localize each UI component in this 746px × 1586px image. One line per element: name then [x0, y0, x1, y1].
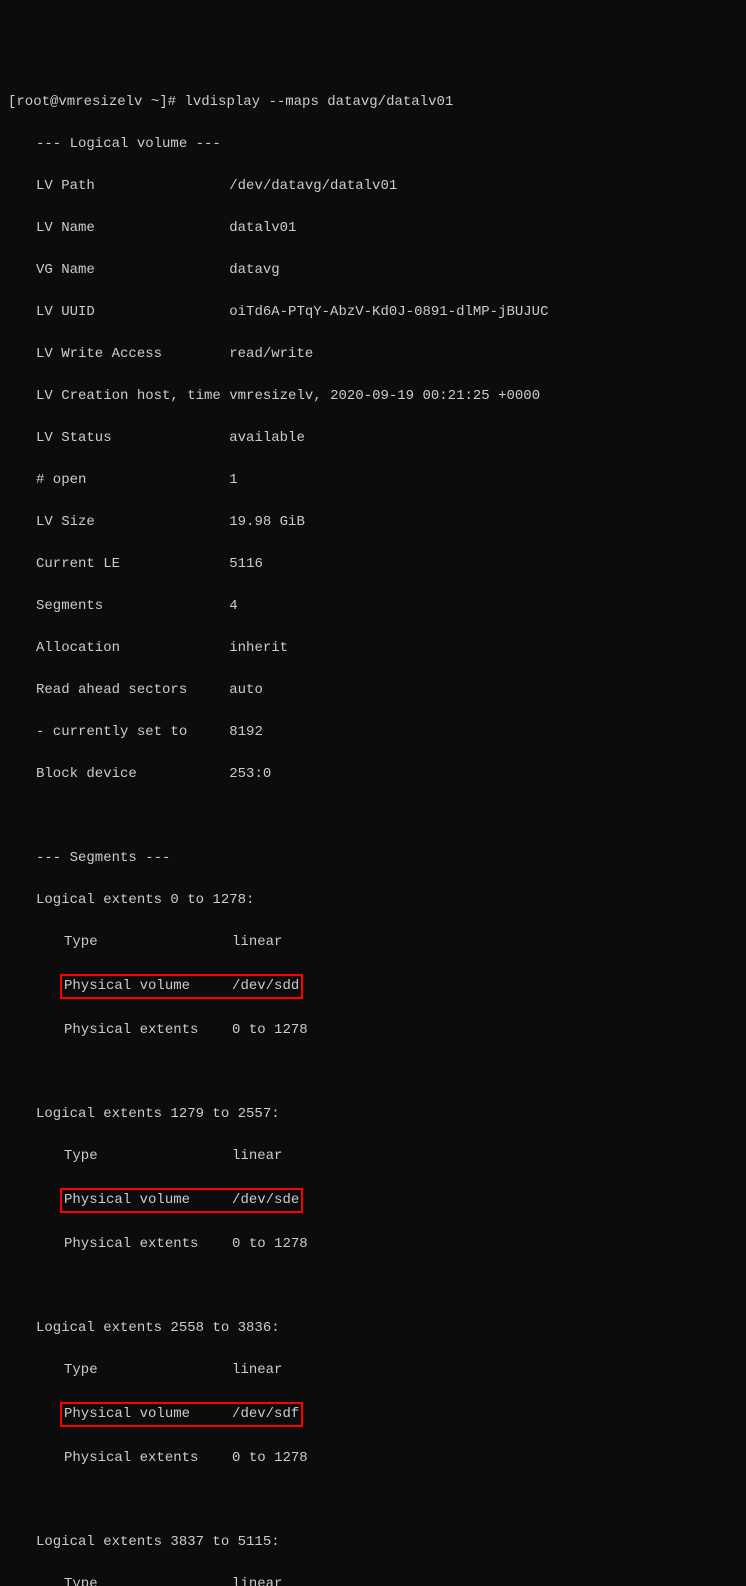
- segment-type-label: Type: [64, 934, 98, 950]
- segment-pe-label: Physical extents: [64, 1022, 198, 1038]
- allocation-value: inherit: [229, 640, 288, 656]
- segment-pv-label: Physical volume: [64, 1406, 190, 1422]
- pv-highlight: Physical volume /dev/sdd: [60, 974, 303, 999]
- segment-pe-label: Physical extents: [64, 1450, 198, 1466]
- command-text: lvdisplay --maps datavg/datalv01: [184, 94, 453, 110]
- write-access-value: read/write: [229, 346, 313, 362]
- blank-line: [8, 1062, 738, 1083]
- segment-type-row: Type linear: [8, 1574, 738, 1586]
- lv-uuid-value: oiTd6A-PTqY-AbzV-Kd0J-0891-dlMP-jBUJUC: [229, 304, 548, 320]
- segment-extents: Logical extents 1279 to 2557:: [8, 1104, 738, 1125]
- segment-pe-value: 0 to 1278: [232, 1022, 308, 1038]
- read-ahead-label: Read ahead sectors: [36, 682, 187, 698]
- creation-value: vmresizelv, 2020-09-19 00:21:25 +0000: [229, 388, 540, 404]
- prompt: [root@vmresizelv ~]#: [8, 94, 184, 110]
- open-row: # open 1: [8, 470, 738, 491]
- block-device-label: Block device: [36, 766, 137, 782]
- segment-extents: Logical extents 0 to 1278:: [8, 890, 738, 911]
- blank-line: [8, 806, 738, 827]
- currently-set-value: 8192: [229, 724, 263, 740]
- lv-name-label: LV Name: [36, 220, 95, 236]
- segment-type-label: Type: [64, 1576, 98, 1586]
- size-value: 19.98 GiB: [229, 514, 305, 530]
- vg-name-row: VG Name datavg: [8, 260, 738, 281]
- status-label: LV Status: [36, 430, 112, 446]
- segment-type-label: Type: [64, 1148, 98, 1164]
- segment-type-label: Type: [64, 1362, 98, 1378]
- status-value: available: [229, 430, 305, 446]
- segment-type-value: linear: [232, 1148, 282, 1164]
- segment-extents: Logical extents 2558 to 3836:: [8, 1318, 738, 1339]
- open-value: 1: [229, 472, 237, 488]
- lv-path-label: LV Path: [36, 178, 95, 194]
- segment-pe-value: 0 to 1278: [232, 1236, 308, 1252]
- segment-pv-value: /dev/sdf: [232, 1406, 299, 1422]
- le-value: 5116: [229, 556, 263, 572]
- segment-pe-row: Physical extents 0 to 1278: [8, 1234, 738, 1255]
- vg-name-value: datavg: [229, 262, 279, 278]
- lv-header: --- Logical volume ---: [8, 134, 738, 155]
- size-label: LV Size: [36, 514, 95, 530]
- segment-pe-label: Physical extents: [64, 1236, 198, 1252]
- write-access-row: LV Write Access read/write: [8, 344, 738, 365]
- status-row: LV Status available: [8, 428, 738, 449]
- block-device-value: 253:0: [229, 766, 271, 782]
- segments-label: Segments: [36, 598, 103, 614]
- segment-type-row: Type linear: [8, 1360, 738, 1381]
- vg-name-label: VG Name: [36, 262, 95, 278]
- segment-pv-value: /dev/sdd: [232, 978, 299, 994]
- segment-type-value: linear: [232, 1362, 282, 1378]
- segment-pe-value: 0 to 1278: [232, 1450, 308, 1466]
- currently-set-label: - currently set to: [36, 724, 187, 740]
- le-label: Current LE: [36, 556, 120, 572]
- command-line: [root@vmresizelv ~]# lvdisplay --maps da…: [8, 92, 738, 113]
- segment-pe-row: Physical extents 0 to 1278: [8, 1020, 738, 1041]
- segment-pv-row: Physical volume /dev/sdf: [8, 1402, 738, 1427]
- lv-uuid-row: LV UUID oiTd6A-PTqY-AbzV-Kd0J-0891-dlMP-…: [8, 302, 738, 323]
- segment-extents: Logical extents 3837 to 5115:: [8, 1532, 738, 1553]
- lv-uuid-label: LV UUID: [36, 304, 95, 320]
- segments-value: 4: [229, 598, 237, 614]
- open-label: # open: [36, 472, 86, 488]
- pv-highlight: Physical volume /dev/sdf: [60, 1402, 303, 1427]
- blank-line: [8, 1490, 738, 1511]
- segment-pv-value: /dev/sde: [232, 1192, 299, 1208]
- segments-header: --- Segments ---: [8, 848, 738, 869]
- le-row: Current LE 5116: [8, 554, 738, 575]
- write-access-label: LV Write Access: [36, 346, 162, 362]
- segment-type-value: linear: [232, 1576, 282, 1586]
- creation-row: LV Creation host, time vmresizelv, 2020-…: [8, 386, 738, 407]
- size-row: LV Size 19.98 GiB: [8, 512, 738, 533]
- segment-pv-row: Physical volume /dev/sde: [8, 1188, 738, 1213]
- segment-pv-label: Physical volume: [64, 1192, 190, 1208]
- currently-set-row: - currently set to 8192: [8, 722, 738, 743]
- read-ahead-row: Read ahead sectors auto: [8, 680, 738, 701]
- segment-pv-label: Physical volume: [64, 978, 190, 994]
- allocation-row: Allocation inherit: [8, 638, 738, 659]
- blank-line: [8, 1276, 738, 1297]
- read-ahead-value: auto: [229, 682, 263, 698]
- lv-name-row: LV Name datalv01: [8, 218, 738, 239]
- segments-row: Segments 4: [8, 596, 738, 617]
- segment-type-row: Type linear: [8, 1146, 738, 1167]
- segment-pv-row: Physical volume /dev/sdd: [8, 974, 738, 999]
- lv-path-row: LV Path /dev/datavg/datalv01: [8, 176, 738, 197]
- block-device-row: Block device 253:0: [8, 764, 738, 785]
- lv-name-value: datalv01: [229, 220, 296, 236]
- segment-pe-row: Physical extents 0 to 1278: [8, 1448, 738, 1469]
- pv-highlight: Physical volume /dev/sde: [60, 1188, 303, 1213]
- creation-label: LV Creation host, time: [36, 388, 221, 404]
- lv-path-value: /dev/datavg/datalv01: [229, 178, 397, 194]
- allocation-label: Allocation: [36, 640, 120, 656]
- segment-type-value: linear: [232, 934, 282, 950]
- segment-type-row: Type linear: [8, 932, 738, 953]
